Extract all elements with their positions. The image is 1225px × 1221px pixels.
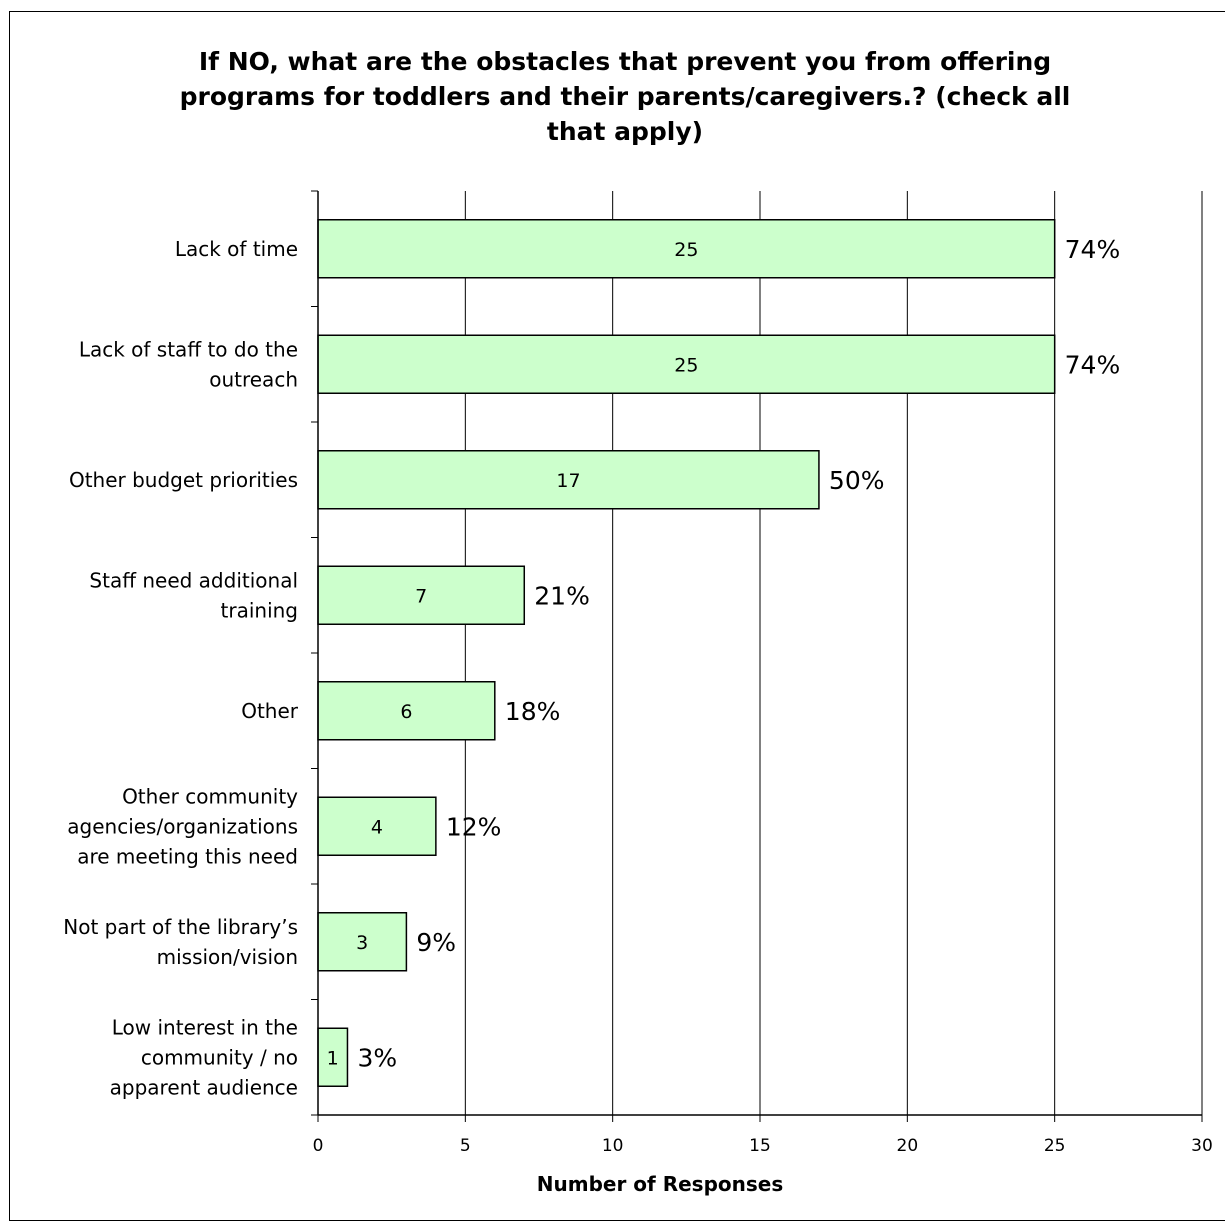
category-label-line: Other budget priorities bbox=[69, 468, 298, 492]
category-label: Lack of staff to do the outreach bbox=[79, 337, 298, 391]
bar bbox=[317, 219, 1056, 279]
x-tick-label: 20 bbox=[897, 1136, 919, 1156]
category-label: Low interest in the community / no apparen… bbox=[110, 1015, 298, 1099]
bar-percent-label: 12% bbox=[446, 812, 502, 841]
bar bbox=[317, 912, 408, 972]
category-label: Not part of the library’s mission/vision bbox=[63, 915, 298, 969]
x-axis-title: Number of Responses bbox=[537, 1172, 783, 1196]
bar-value-label: 6 bbox=[400, 701, 412, 723]
category-label: Other community agencies/organizations are… bbox=[67, 784, 298, 868]
category-label-line: Not part of the library’s bbox=[63, 915, 298, 939]
category-label-line: are meeting this need bbox=[77, 844, 298, 868]
x-tick-label: 5 bbox=[460, 1136, 471, 1156]
bar-value-label: 7 bbox=[415, 585, 427, 607]
bar-percent-label: 50% bbox=[829, 466, 885, 495]
x-tick-label: 25 bbox=[1044, 1136, 1066, 1156]
category-label-line: Lack of time bbox=[175, 237, 298, 261]
bar-percent-label: 74% bbox=[1065, 350, 1121, 379]
category-label-line: community / no bbox=[141, 1045, 298, 1069]
bar-value-label: 1 bbox=[327, 1047, 339, 1069]
category-label: Lack of time bbox=[175, 237, 298, 261]
bar-value-label: 25 bbox=[674, 354, 698, 376]
bar-percent-label: 9% bbox=[416, 928, 456, 957]
category-label-line: Low interest in the bbox=[112, 1015, 298, 1039]
bar-value-label: 4 bbox=[371, 816, 383, 838]
category-label: Other budget priorities bbox=[69, 468, 298, 492]
bar-percent-label: 3% bbox=[357, 1043, 397, 1072]
chart-frame bbox=[9, 11, 1225, 1221]
category-label-line: Other community bbox=[122, 784, 298, 808]
bar bbox=[317, 565, 526, 625]
x-tick-label: 0 bbox=[313, 1136, 324, 1156]
chart-title: If NO, what are the obstacles that preve… bbox=[179, 47, 1071, 146]
category-label-line: agencies/organizations bbox=[67, 814, 298, 838]
bar bbox=[317, 450, 820, 510]
category-label-line: Staff need additional bbox=[89, 568, 298, 592]
bar bbox=[317, 1027, 349, 1087]
x-tick-label: 30 bbox=[1191, 1136, 1213, 1156]
bar-percent-label: 74% bbox=[1065, 235, 1121, 264]
bar-percent-label: 21% bbox=[534, 581, 590, 610]
bar-value-label: 3 bbox=[356, 932, 368, 954]
x-tick-label: 10 bbox=[602, 1136, 624, 1156]
x-tick-label: 15 bbox=[749, 1136, 771, 1156]
category-label-line: apparent audience bbox=[110, 1075, 298, 1099]
bar-value-label: 25 bbox=[674, 239, 698, 261]
category-label-line: training bbox=[221, 598, 298, 622]
bar bbox=[317, 796, 437, 856]
category-label: Other bbox=[241, 699, 299, 723]
category-label: Staff need additional training bbox=[89, 568, 298, 622]
category-label-line: Lack of staff to do the bbox=[79, 337, 298, 361]
bar-percent-label: 18% bbox=[505, 697, 561, 726]
bar bbox=[317, 681, 496, 741]
category-label-line: outreach bbox=[209, 367, 298, 391]
bar bbox=[317, 334, 1056, 394]
bar-value-label: 17 bbox=[556, 470, 580, 492]
category-label-line: mission/vision bbox=[157, 945, 298, 969]
category-label-line: Other bbox=[241, 699, 299, 723]
